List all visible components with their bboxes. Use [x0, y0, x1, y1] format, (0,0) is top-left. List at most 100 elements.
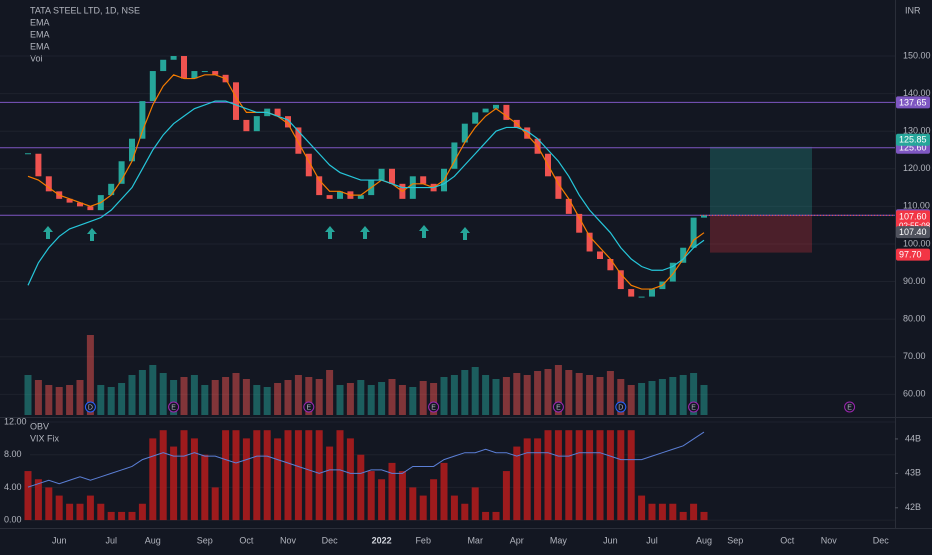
- candle: [87, 206, 94, 211]
- vix-bar: [690, 503, 698, 521]
- volume-bar: [669, 377, 677, 415]
- vix-bar: [242, 438, 250, 521]
- volume-bar: [55, 387, 63, 415]
- x-tick-label: May: [550, 535, 568, 545]
- volume-bar: [679, 375, 687, 415]
- volume-bar: [419, 381, 427, 415]
- vix-bar: [627, 430, 635, 521]
- x-tick-label: Mar: [467, 535, 483, 545]
- candle: [482, 108, 489, 113]
- volume-bar: [222, 377, 230, 415]
- x-tick-label: 2022: [372, 535, 392, 545]
- event-label: E: [691, 404, 696, 411]
- vix-bar: [211, 487, 219, 521]
- volume-bar: [45, 385, 53, 415]
- vix-bar: [461, 503, 469, 521]
- volume-bar: [690, 373, 698, 415]
- volume-bar: [76, 380, 84, 415]
- volume-bar: [492, 379, 500, 415]
- y2-tick-label: 43B: [905, 468, 921, 478]
- vix-bar: [315, 430, 323, 521]
- x-tick-label: Jun: [52, 535, 67, 545]
- vix-bar: [388, 462, 396, 521]
- vix-bar: [565, 430, 573, 521]
- vix-bar: [450, 495, 458, 521]
- event-label: E: [847, 404, 852, 411]
- y-tick-label: 12.00: [4, 416, 27, 426]
- volume-bar: [471, 367, 479, 415]
- candle: [472, 112, 479, 124]
- candle: [617, 270, 624, 290]
- volume-bar: [201, 385, 209, 415]
- legend-entry: EMA: [30, 41, 50, 51]
- event-marker: [303, 401, 315, 413]
- y-tick-label: 100.00: [903, 238, 931, 248]
- volume-bar: [232, 373, 240, 415]
- candle: [45, 176, 52, 192]
- event-marker: [84, 401, 96, 413]
- candle: [305, 153, 312, 177]
- stop-label-bg: [896, 248, 930, 261]
- vix-bar: [66, 503, 74, 521]
- vix-bar: [617, 430, 625, 521]
- y-tick-label: 0.00: [4, 514, 22, 524]
- vix-bar: [606, 430, 614, 521]
- volume-bar: [86, 335, 94, 415]
- chart-title: TATA STEEL LTD, 1D, NSE: [30, 5, 140, 15]
- volume-bar: [648, 381, 656, 415]
- volume-bar: [430, 383, 438, 415]
- candle: [638, 296, 645, 298]
- candle: [149, 71, 156, 102]
- candle: [233, 82, 239, 120]
- target-label: 125.85: [899, 135, 927, 145]
- event-marker: [428, 401, 440, 413]
- stop-label: 97.70: [899, 249, 922, 259]
- level-label: 137.65: [899, 97, 927, 107]
- vix-bar: [523, 438, 531, 521]
- vix-bar: [367, 471, 375, 521]
- vix-bar: [419, 495, 427, 521]
- volume-bar: [263, 387, 271, 415]
- up-arrow: [460, 227, 470, 240]
- vix-bar: [679, 511, 687, 521]
- vix-bar: [138, 503, 146, 521]
- vix-bar: [86, 495, 94, 521]
- vix-bar: [482, 511, 490, 521]
- volume-bar: [638, 383, 646, 415]
- level-label-bg: [896, 96, 930, 109]
- vix-bar: [575, 430, 583, 521]
- volume-bar: [388, 379, 396, 415]
- volume-bar: [398, 385, 406, 415]
- y-tick-label: 150.00: [903, 50, 931, 60]
- vix-bar: [180, 430, 188, 521]
- volume-bar: [284, 380, 292, 415]
- volume-bar: [180, 377, 188, 415]
- x-tick-label: Dec: [322, 535, 339, 545]
- vix-bar: [398, 471, 406, 521]
- candle: [25, 153, 31, 155]
- event-label: E: [431, 404, 436, 411]
- volume-bar: [554, 365, 562, 415]
- candle: [420, 176, 427, 184]
- up-arrow: [360, 226, 370, 239]
- volume-bar: [24, 375, 32, 415]
- volume-bar: [565, 370, 573, 415]
- vix-bar: [700, 511, 708, 521]
- target-zone: [710, 146, 812, 216]
- candle: [118, 161, 125, 184]
- volume-bar: [357, 380, 365, 415]
- volume-bar: [97, 385, 105, 415]
- legend-entry: Vol: [30, 53, 43, 63]
- y-tick-label: 8.00: [4, 449, 22, 459]
- volume-bar: [315, 379, 323, 415]
- event-marker: [688, 401, 700, 413]
- volume-bar: [336, 385, 344, 415]
- y-tick-label: 60.00: [903, 389, 926, 399]
- volume-bar: [66, 385, 74, 415]
- stop-zone: [710, 215, 812, 253]
- candle: [243, 119, 250, 132]
- volume-bar: [575, 373, 583, 415]
- legend-entry: EMA: [30, 29, 50, 39]
- vix-bar: [648, 503, 656, 521]
- volume-bar: [118, 383, 126, 415]
